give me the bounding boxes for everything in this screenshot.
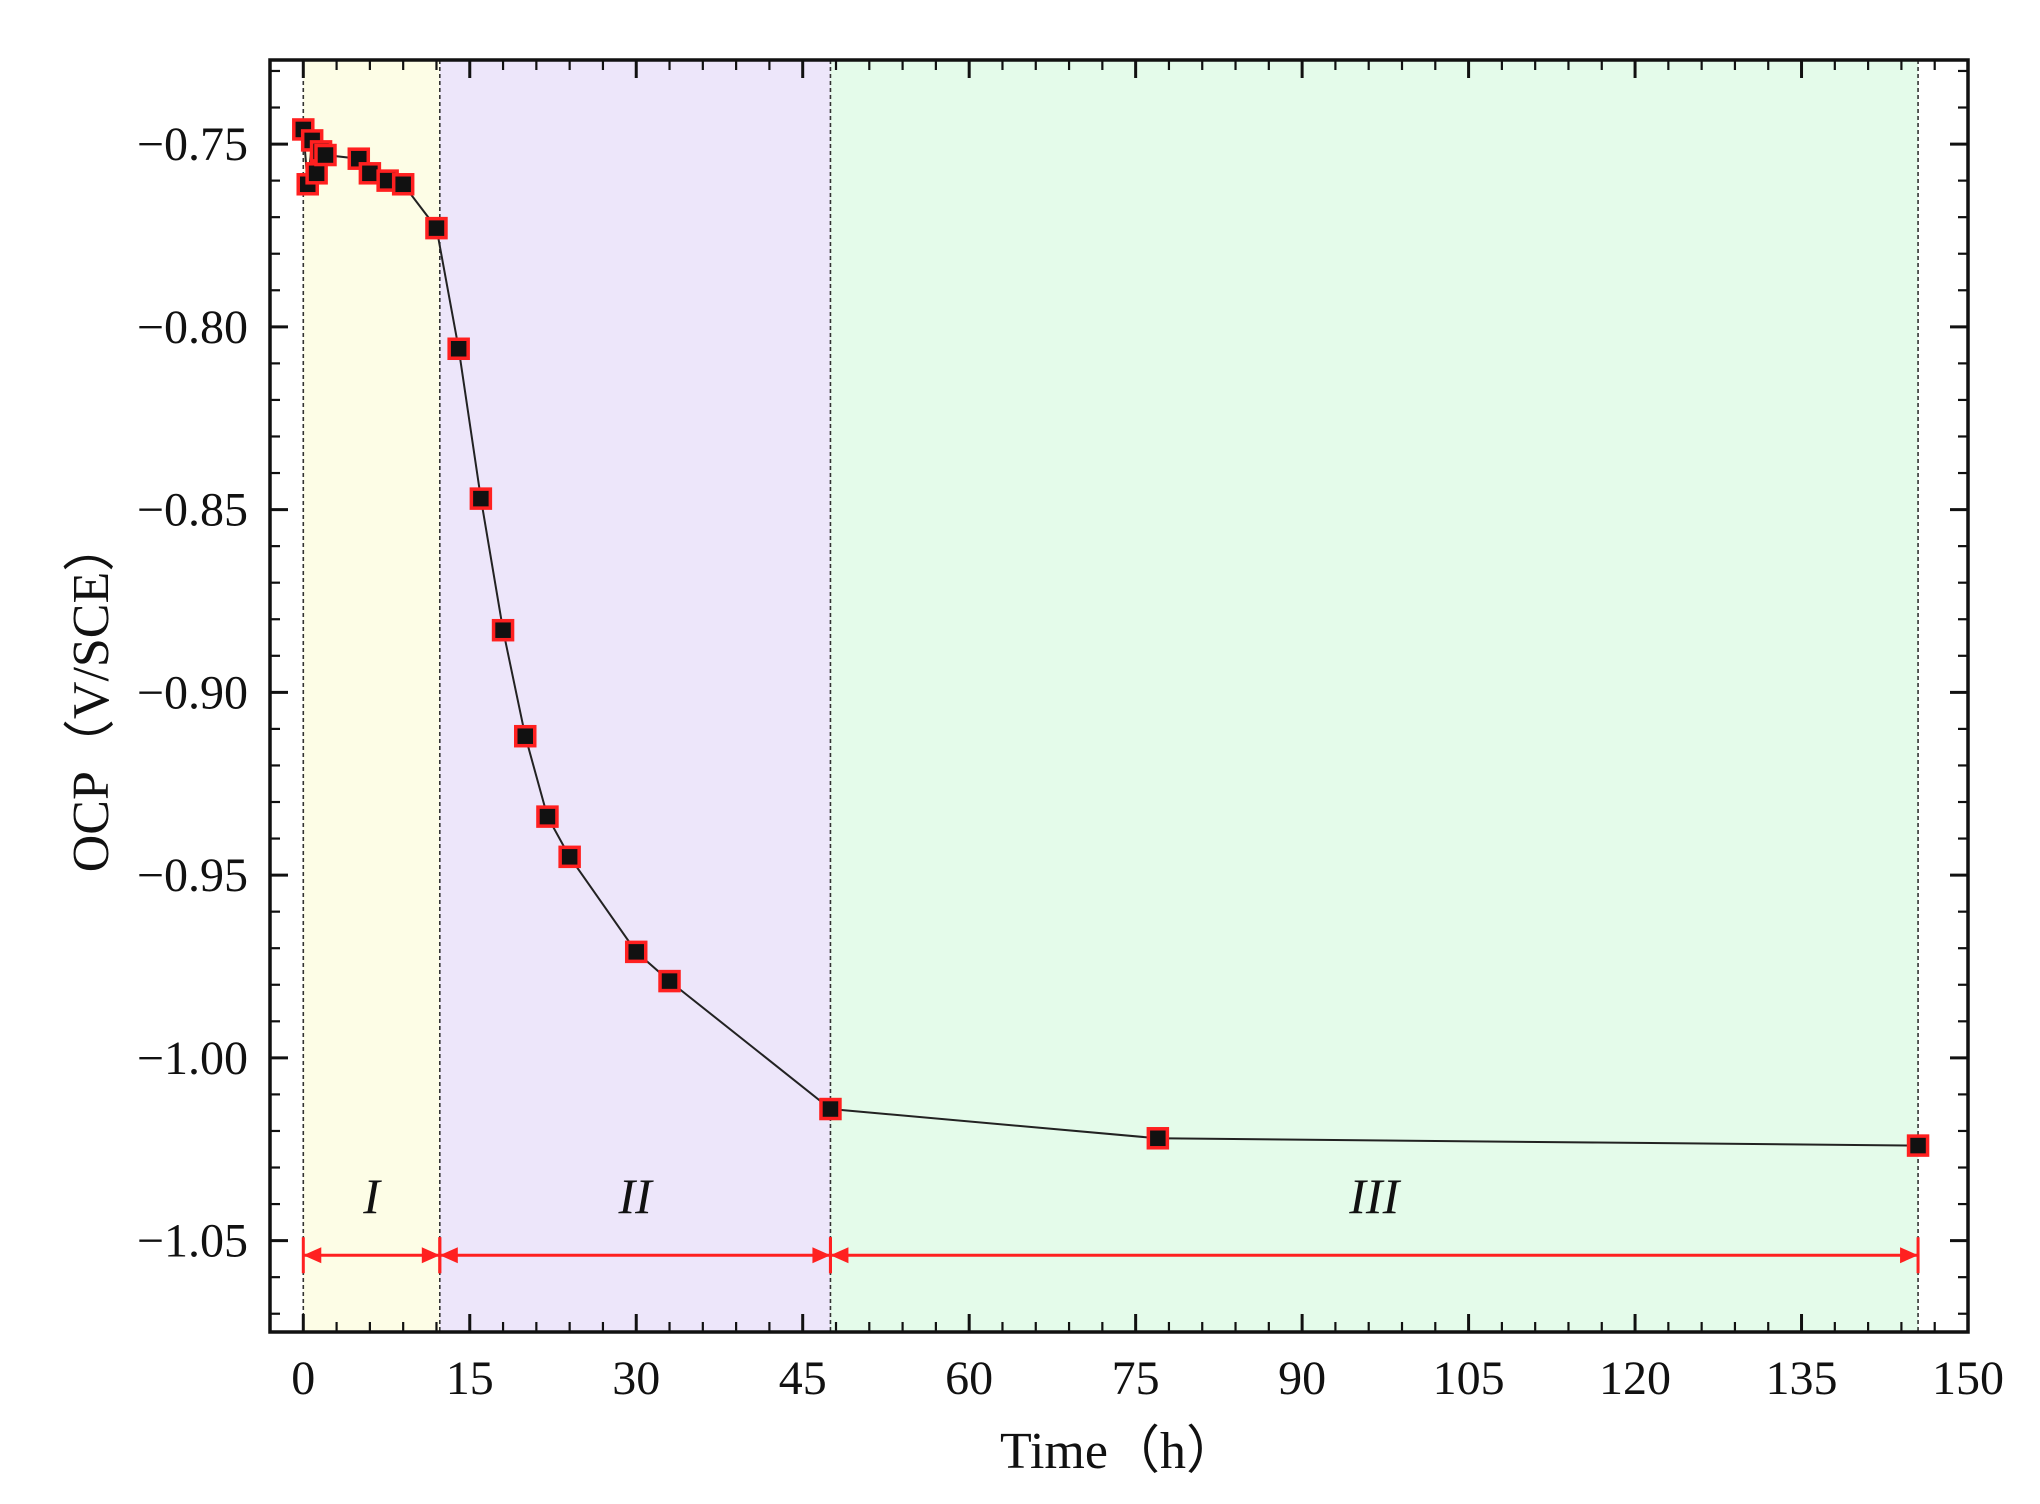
x-tick-label: 120 [1599,1352,1671,1405]
data-point-marker [469,487,493,510]
data-point-marker [314,143,337,167]
x-tick-label: 45 [779,1352,827,1405]
stage-2-arrowhead-left [439,1247,458,1264]
y-tick-label: −0.85 [137,484,248,537]
stage-3-label: III [1348,1168,1401,1224]
x-tick-label: 15 [446,1352,494,1405]
stage-2-label: II [617,1168,654,1224]
data-point-marker [391,173,415,196]
stage-1-arrowhead-left [303,1247,322,1264]
stage-2-arrowhead-right [812,1247,831,1264]
stage-3-arrowhead-right [1900,1247,1919,1264]
data-point-marker [305,162,328,185]
plot-frame [268,58,1970,1334]
y-tick-label: −1.05 [137,1215,248,1268]
data-point-marker [514,724,537,748]
data-point-marker [1906,1134,1930,1157]
y-tick-label: −0.90 [137,666,248,719]
data-point-marker [1146,1127,1170,1150]
region-3-background [830,60,1919,1332]
y-tick-label: −0.80 [137,301,248,354]
data-point-marker [425,216,448,240]
x-tick-label: 150 [1932,1352,2004,1405]
stage-arrows [301,1237,1920,1274]
x-tick-label: 75 [1112,1352,1160,1405]
stage-regions [303,60,1919,1332]
data-point-marker [624,940,648,964]
region-1-background [303,60,440,1332]
data-point-marker [491,618,515,642]
x-tick-label: 30 [612,1352,660,1405]
y-tick-label: −1.00 [137,1032,248,1085]
ocp-series [292,118,1930,1157]
x-tick-label: 60 [945,1352,993,1405]
stage-labels: I II III [362,1168,1401,1224]
x-axis-title: Time（h） [1000,1423,1238,1480]
data-point-marker [658,969,681,993]
axis-tick-labels: 0 15 30 45 60 75 90 105 120 135 150 −0.75 −0.80 −0.85… [137,118,2004,1405]
data-point-marker [536,805,559,828]
data-point-marker [447,337,470,361]
x-tick-label: 90 [1278,1352,1326,1405]
y-tick-label: −0.75 [137,118,248,171]
y-tick-label: −0.95 [137,849,248,902]
x-tick-label: 105 [1433,1352,1505,1405]
stage-1-label: I [362,1168,382,1224]
x-tick-label: 0 [291,1352,315,1405]
data-point-marker [558,845,581,869]
stage-3-arrowhead-left [830,1247,849,1264]
y-axis-title: OCP（V/SCE） [63,520,120,873]
stage-1-arrowhead-right [421,1247,440,1264]
x-tick-label: 135 [1766,1352,1838,1405]
data-point-marker [819,1097,842,1121]
region-2-background [439,60,831,1332]
